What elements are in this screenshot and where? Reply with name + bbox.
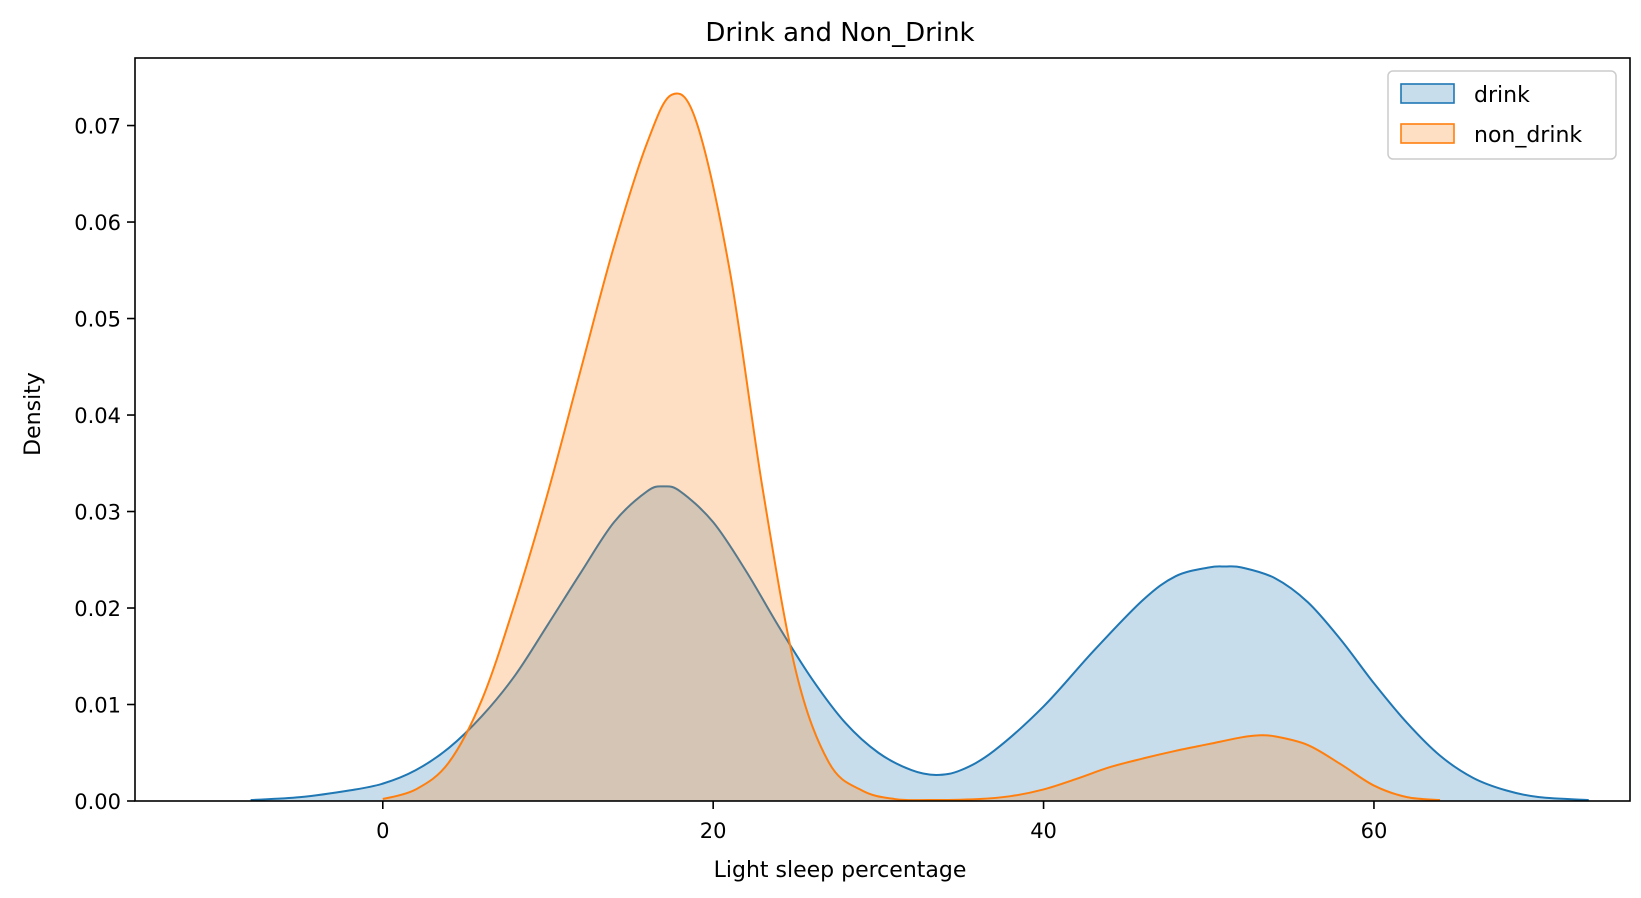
- y-tick-label: 0.04: [74, 404, 121, 428]
- legend-label-drink: drink: [1474, 83, 1530, 108]
- x-axis: 0 20 40 60: [376, 801, 1387, 843]
- area-non-drink: [382, 93, 1441, 801]
- area-drink: [250, 486, 1589, 801]
- plot-area: [250, 92, 1589, 802]
- y-tick-label: 0.02: [74, 597, 121, 621]
- y-tick-label: 0.07: [74, 115, 121, 139]
- x-axis-title: Light sleep percentage: [714, 858, 967, 883]
- legend-swatch-drink: [1400, 83, 1455, 104]
- y-axis: 0.00 0.01 0.02 0.03 0.04 0.05 0.06 0.07: [74, 115, 135, 814]
- x-tick-label: 0: [376, 819, 389, 843]
- legend-label-non-drink: non_drink: [1474, 123, 1582, 148]
- y-axis-title: Density: [21, 372, 46, 456]
- y-tick-label: 0.01: [74, 694, 121, 718]
- legend-box: [1387, 70, 1617, 160]
- chart-title: Drink and Non_Drink: [705, 18, 974, 48]
- y-tick-label: 0.03: [74, 501, 121, 525]
- line-non-drink: [382, 92, 1441, 802]
- legend: drink non_drink: [1387, 70, 1617, 160]
- y-tick-label: 0.00: [74, 790, 121, 814]
- axes-frame: [134, 57, 1631, 802]
- legend-swatch-non-drink: [1400, 123, 1455, 144]
- x-tick-label: 20: [700, 819, 727, 843]
- y-tick-label: 0.06: [74, 211, 121, 235]
- x-tick-label: 40: [1030, 819, 1057, 843]
- y-tick-label: 0.05: [74, 308, 121, 332]
- line-drink: [250, 485, 1589, 802]
- x-tick-label: 60: [1361, 819, 1388, 843]
